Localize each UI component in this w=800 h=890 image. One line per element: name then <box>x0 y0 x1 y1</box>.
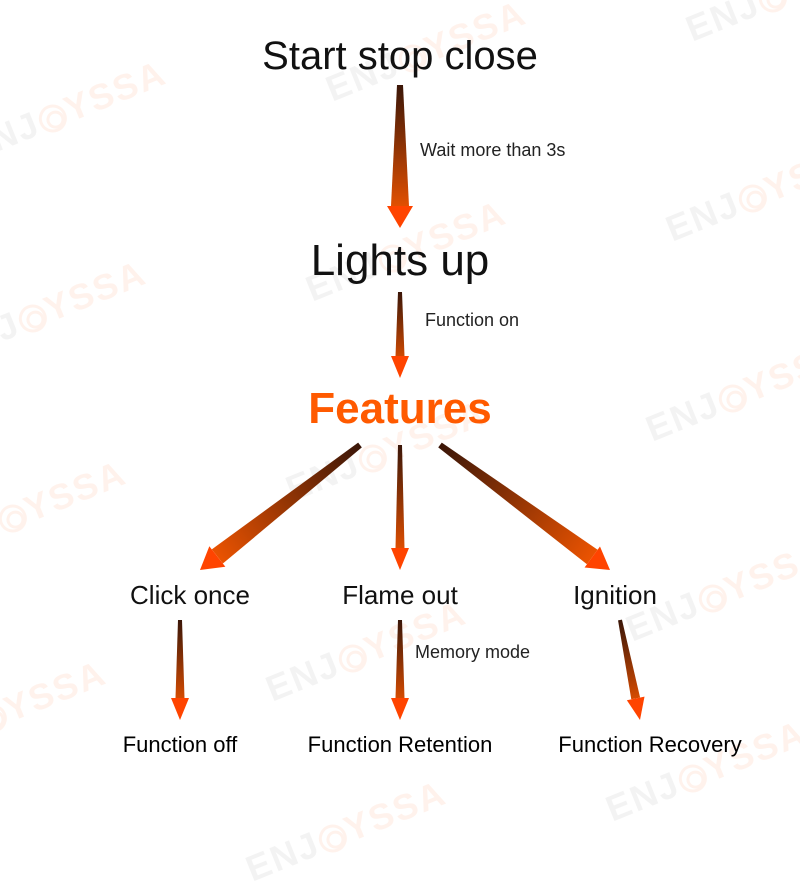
node-func-off: Function off <box>90 732 270 758</box>
edge-label-wait: Wait more than 3s <box>420 140 565 161</box>
node-ignition: Ignition <box>525 580 705 611</box>
node-features: Features <box>280 384 520 434</box>
node-lights: Lights up <box>280 236 520 286</box>
edge-label-funcon: Function on <box>425 310 519 331</box>
node-func-retention: Function Retention <box>290 732 510 758</box>
node-flame-out: Flame out <box>310 580 490 611</box>
edge-label-memory: Memory mode <box>415 642 530 663</box>
node-func-recovery: Function Recovery <box>540 732 760 758</box>
diagram-content: Start stop close Wait more than 3s Light… <box>0 0 800 800</box>
node-start: Start stop close <box>220 34 580 79</box>
node-click-once: Click once <box>100 580 280 611</box>
